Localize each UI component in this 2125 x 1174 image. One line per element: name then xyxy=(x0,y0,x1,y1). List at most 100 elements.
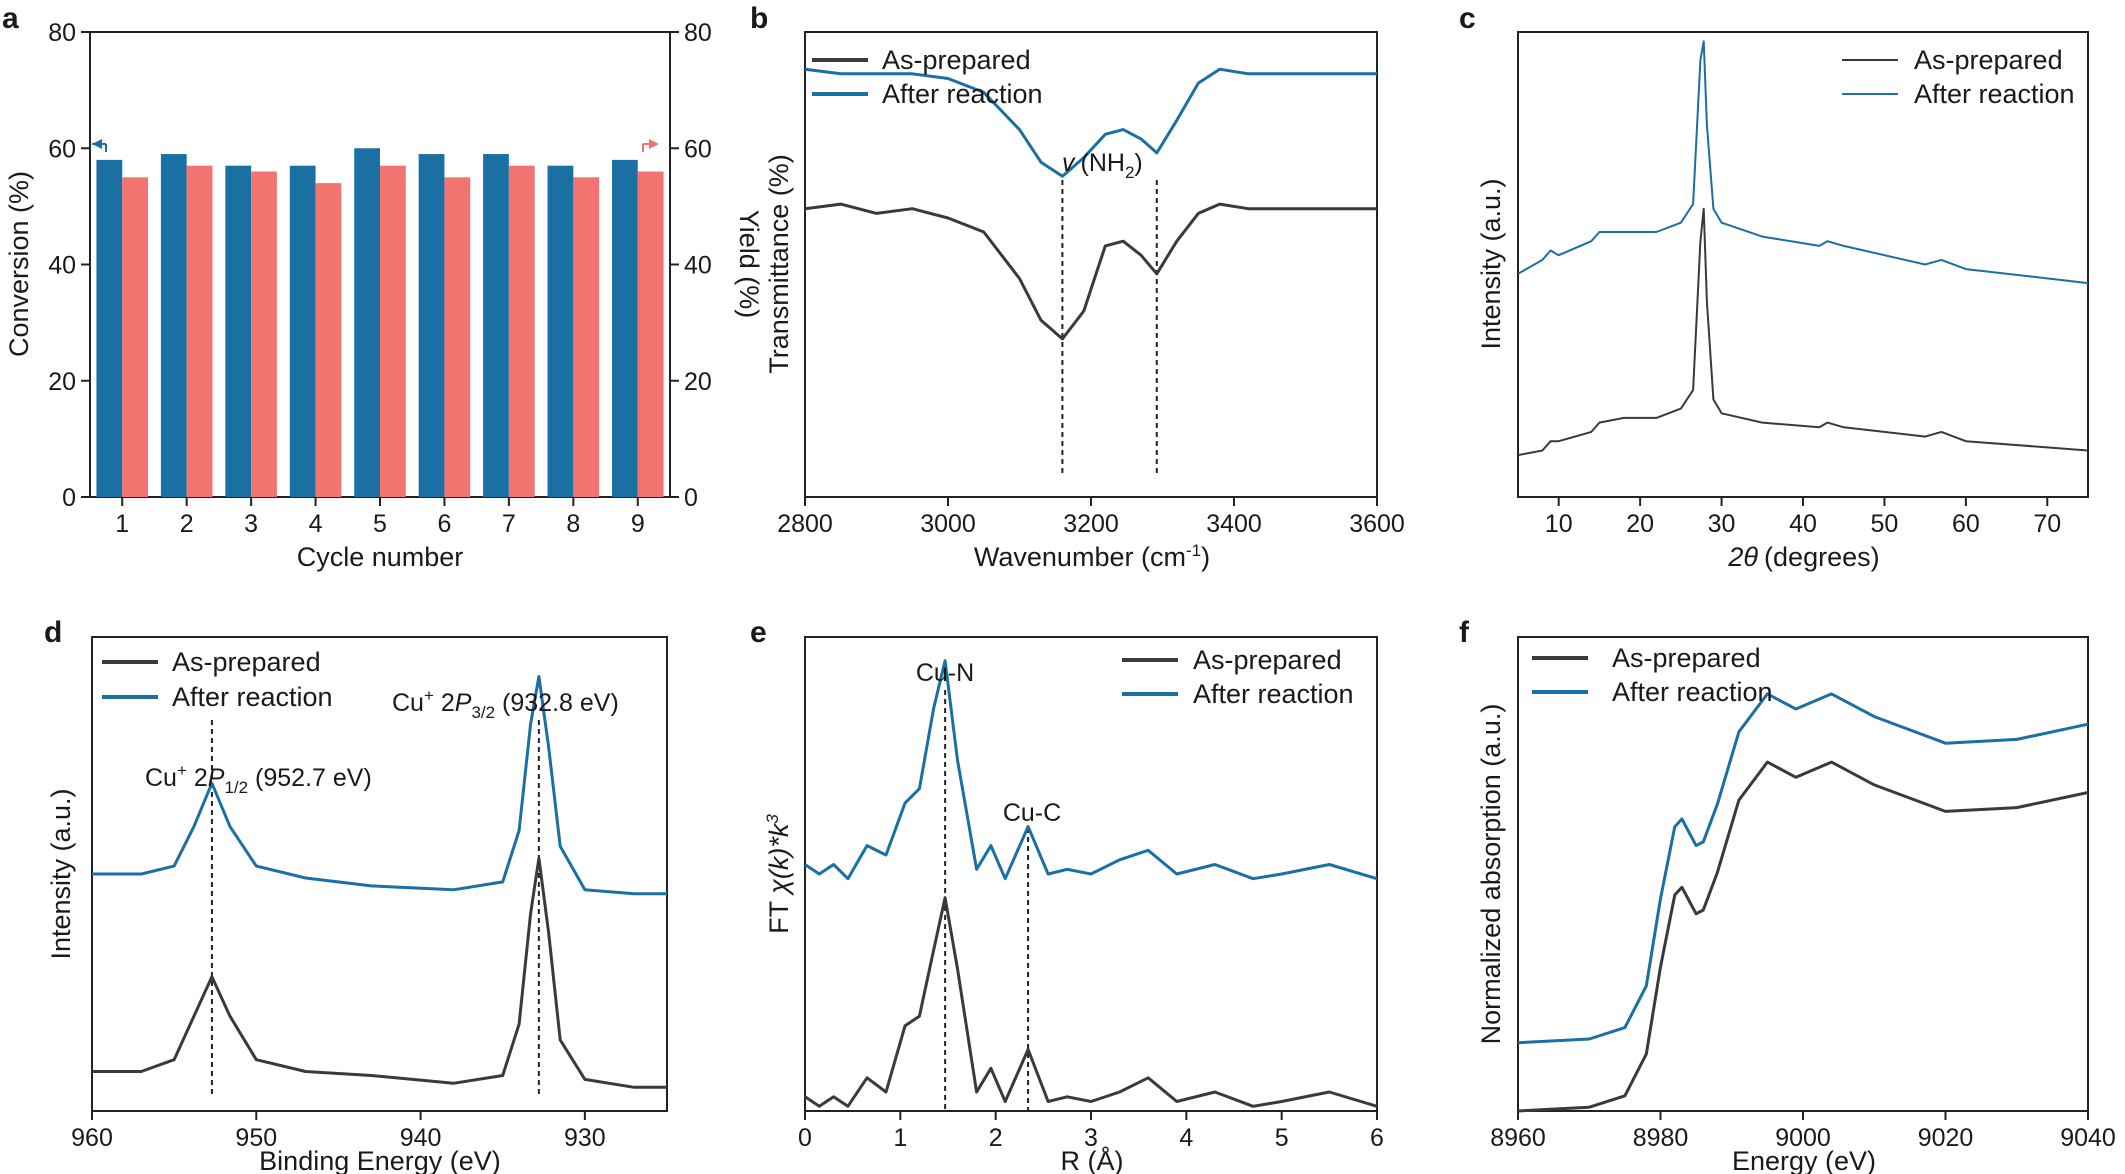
panel-b: b 2800 3000 3200 3400 3600 As-prepared After… xyxy=(750,2,1405,572)
a-xtick-label: 3 xyxy=(244,510,258,538)
panel-a-ticks: 1 2 3 4 5 6 7 8 9 0 0 20 20 40 40 60 60 80 80 xyxy=(48,19,712,538)
annotation-cu-2p12: Cu+ 2P1/2 (952.7 eV) xyxy=(145,761,372,797)
panel-a: a 1 2 3 4 5 6 7 8 9 0 0 20 20 40 40 60 60 80 80 Conversion… xyxy=(2,2,764,572)
yield-arrow-head xyxy=(649,139,659,149)
panel-e-plot xyxy=(804,659,1378,1110)
axis-label-intensity: Intensity (a.u.) xyxy=(46,788,76,959)
panel-f-plot xyxy=(1517,692,2089,1113)
bar-conversion xyxy=(483,154,509,497)
panel-e-legend: As-prepared After reaction xyxy=(1122,645,1354,709)
bar-yield xyxy=(508,165,535,497)
axis-label-cycle-number: Cycle number xyxy=(297,542,464,572)
axis-label-intensity: Intensity (a.u.) xyxy=(1476,178,1506,349)
bar-conversion xyxy=(354,148,380,497)
curve-after-reaction xyxy=(92,675,667,896)
curve-as-prepared xyxy=(1517,760,2089,1113)
legend-label-after-reaction: After reaction xyxy=(1193,679,1354,709)
panel-d-ticks: 960 950 940 930 xyxy=(71,1111,606,1152)
axis-label-normalized-absorption: Normalized absorption (a.u.) xyxy=(1476,704,1506,1045)
axis-label-energy: Energy (eV) xyxy=(1732,1146,1876,1174)
panel-f-frame xyxy=(1517,636,2089,1112)
legend-label-as-prepared: As-prepared xyxy=(1612,643,1761,673)
panel-c-legend: As-prepared After reaction xyxy=(1842,45,2075,109)
panel-e-ticks: 0 1 2 3 4 5 6 xyxy=(798,1111,1384,1152)
axis-label-conversion: Conversion (%) xyxy=(4,171,34,357)
a-ytick-label-left: 0 xyxy=(62,484,76,512)
bar-yield xyxy=(573,177,600,497)
a-xtick-label: 9 xyxy=(631,510,645,538)
panel-label-a: a xyxy=(2,2,19,35)
bar-conversion xyxy=(96,159,123,497)
a-ytick-label-right: 60 xyxy=(684,135,712,163)
a-ytick-label-right: 80 xyxy=(684,19,712,47)
f-xtick-label: 9040 xyxy=(2060,1124,2116,1152)
panel-c-plot xyxy=(1517,40,2089,457)
bar-yield xyxy=(186,165,213,497)
legend-label-as-prepared: As-prepared xyxy=(882,45,1031,75)
axis-label-wavenumber: Wavenumber (cm-1) xyxy=(974,541,1210,572)
a-ytick-label-right: 0 xyxy=(684,484,698,512)
bar-conversion xyxy=(547,165,574,497)
e-xtick-label: 6 xyxy=(1370,1124,1384,1152)
panel-label-e: e xyxy=(750,616,767,649)
legend-label-as-prepared: As-prepared xyxy=(1193,645,1342,675)
a-xtick-label: 8 xyxy=(566,510,580,538)
c-xtick-label: 50 xyxy=(1871,510,1899,538)
bar-yield xyxy=(122,177,148,497)
a-ytick-label-right: 20 xyxy=(684,368,712,396)
f-xtick-label: 9020 xyxy=(1918,1124,1974,1152)
legend-label-as-prepared: As-prepared xyxy=(172,647,321,677)
panel-label-d: d xyxy=(44,616,62,649)
legend-label-after-reaction: After reaction xyxy=(1914,79,2075,109)
e-xtick-label: 4 xyxy=(1179,1124,1193,1152)
panel-label-c: c xyxy=(1459,2,1476,35)
panel-a-bars xyxy=(96,148,664,497)
curve-after-reaction xyxy=(1517,692,2089,1045)
axis-label-r: R (Å) xyxy=(1061,1145,1124,1174)
bar-yield xyxy=(315,183,342,497)
panel-f: f 8960 8980 9000 9020 9040 As-prepared After… xyxy=(1459,616,2116,1174)
curve-after-reaction xyxy=(804,67,1377,178)
annotation-nh2: v (NH2) xyxy=(1062,149,1143,182)
axis-label-yield: Yield (%) xyxy=(734,210,764,319)
legend-label-after-reaction: After reaction xyxy=(882,79,1043,109)
bar-yield xyxy=(251,171,277,497)
c-xtick-label: 10 xyxy=(1545,510,1573,538)
legend-label-after-reaction: After reaction xyxy=(1612,677,1773,707)
a-ytick-label-left: 80 xyxy=(48,19,76,47)
e-xtick-label: 2 xyxy=(989,1124,1003,1152)
curve-as-prepared xyxy=(1517,207,2089,457)
panel-d: d 960 950 940 930 As-prepared After reactio… xyxy=(44,616,668,1174)
panel-b-plot xyxy=(804,67,1377,475)
curve-as-prepared xyxy=(92,856,667,1089)
panel-f-ticks: 8960 8980 9000 9020 9040 xyxy=(1490,1111,2116,1152)
a-xtick-label: 6 xyxy=(437,510,451,538)
c-xtick-label: 70 xyxy=(2033,510,2061,538)
a-xtick-label: 5 xyxy=(373,510,387,538)
c-xtick-label: 40 xyxy=(1789,510,1817,538)
annotation-cu-2p32: Cu+ 2P3/2 (932.8 eV) xyxy=(392,686,619,722)
b-xtick-label: 3200 xyxy=(1063,510,1119,538)
panel-b-legend: As-prepared After reaction xyxy=(812,45,1043,109)
legend-label-after-reaction: After reaction xyxy=(172,682,333,712)
bar-conversion xyxy=(418,154,445,497)
a-ytick-label-left: 60 xyxy=(48,135,76,163)
curve-after-reaction xyxy=(1517,40,2089,285)
panel-c-ticks: 10 20 30 40 50 60 70 xyxy=(1545,497,2061,538)
e-xtick-label: 3 xyxy=(1084,1124,1098,1152)
panel-c: c 10 20 30 40 50 60 70 As-prepared After react… xyxy=(1459,2,2089,572)
c-xtick-label: 30 xyxy=(1708,510,1736,538)
bar-conversion xyxy=(160,154,187,497)
e-xtick-label: 0 xyxy=(798,1124,812,1152)
e-xtick-label: 5 xyxy=(1275,1124,1289,1152)
b-xtick-label: 3000 xyxy=(920,510,976,538)
axis-label-2theta: 2θ (degrees) xyxy=(1727,542,1879,572)
bar-conversion xyxy=(612,159,638,497)
bar-conversion xyxy=(289,165,316,497)
bar-yield xyxy=(380,165,406,497)
a-xtick-label: 1 xyxy=(115,510,129,538)
axis-label-ft-chi: FT χ(k)*k3 xyxy=(763,814,794,934)
b-xtick-label: 2800 xyxy=(777,510,833,538)
d-xtick-label: 950 xyxy=(235,1124,277,1152)
a-ytick-label-left: 40 xyxy=(48,252,76,280)
